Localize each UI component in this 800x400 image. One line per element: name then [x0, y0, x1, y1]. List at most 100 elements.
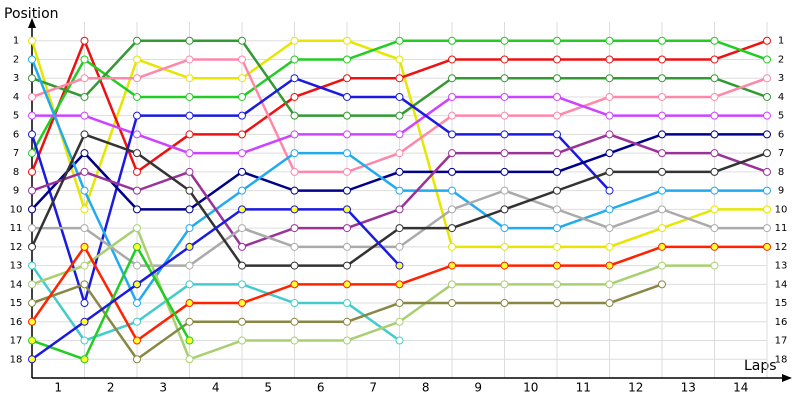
- y-tick-label: 12: [10, 242, 23, 253]
- point-marker: [395, 336, 404, 345]
- y-tick-label: 15: [10, 298, 23, 309]
- y-tick-label-right: 17: [775, 336, 788, 347]
- point-marker: [28, 186, 36, 195]
- point-marker: [553, 55, 561, 64]
- point-marker: [710, 55, 719, 64]
- point-marker: [343, 336, 351, 345]
- point-marker: [763, 36, 771, 45]
- point-marker: [658, 242, 666, 251]
- point-marker: [710, 167, 719, 176]
- point-marker: [710, 205, 719, 214]
- point-marker: [185, 280, 194, 289]
- point-marker: [553, 280, 561, 289]
- point-marker: [710, 186, 719, 195]
- point-marker: [448, 92, 456, 101]
- y-tick-label: 18: [10, 354, 23, 365]
- point-marker: [658, 130, 666, 139]
- point-marker: [343, 149, 351, 158]
- point-marker: [133, 317, 141, 326]
- y-tick-label: 7: [13, 148, 19, 159]
- point-marker: [133, 336, 141, 345]
- point-marker: [133, 186, 141, 195]
- point-marker: [185, 111, 194, 120]
- y-tick-label: 17: [10, 336, 23, 347]
- y-tick-label-right: 15: [775, 298, 788, 309]
- x-tick-label: 2: [107, 381, 115, 395]
- point-marker: [763, 92, 771, 101]
- point-marker: [80, 336, 89, 345]
- point-marker: [80, 149, 89, 158]
- point-marker: [290, 36, 299, 45]
- point-marker: [553, 224, 561, 233]
- point-marker: [238, 111, 246, 120]
- y-tick-label: 1: [13, 36, 19, 47]
- point-marker: [553, 92, 561, 101]
- y-tick-label: 16: [10, 317, 23, 328]
- point-marker: [238, 74, 246, 83]
- point-marker: [343, 205, 351, 214]
- point-marker: [290, 299, 299, 308]
- point-marker: [343, 280, 351, 289]
- point-marker: [395, 130, 404, 139]
- point-marker: [605, 261, 614, 270]
- point-marker: [553, 299, 561, 308]
- point-marker: [395, 74, 404, 83]
- point-marker: [133, 280, 141, 289]
- point-marker: [238, 261, 246, 270]
- point-marker: [395, 36, 404, 45]
- point-marker: [80, 55, 89, 64]
- x-tick-label: 12: [628, 381, 643, 395]
- point-marker: [238, 92, 246, 101]
- point-marker: [80, 242, 89, 251]
- point-marker: [605, 74, 614, 83]
- point-marker: [710, 74, 719, 83]
- point-marker: [710, 242, 719, 251]
- point-marker: [500, 130, 509, 139]
- point-marker: [28, 299, 36, 308]
- point-marker: [185, 205, 194, 214]
- point-marker: [343, 299, 351, 308]
- point-marker: [343, 242, 351, 251]
- point-marker: [185, 149, 194, 158]
- point-marker: [185, 167, 194, 176]
- point-marker: [80, 92, 89, 101]
- point-marker: [133, 92, 141, 101]
- point-marker: [448, 149, 456, 158]
- y-tick-label-right: 16: [775, 317, 788, 328]
- point-marker: [238, 336, 246, 345]
- point-marker: [710, 130, 719, 139]
- point-marker: [448, 242, 456, 251]
- point-marker: [185, 242, 194, 251]
- point-marker: [500, 149, 509, 158]
- y-tick-label-right: 12: [775, 242, 788, 253]
- point-marker: [448, 205, 456, 214]
- point-marker: [605, 242, 614, 251]
- point-marker: [80, 299, 89, 308]
- x-tick-label: 1: [54, 381, 62, 395]
- point-marker: [290, 224, 299, 233]
- point-marker: [395, 242, 404, 251]
- point-marker: [185, 74, 194, 83]
- point-marker: [290, 74, 299, 83]
- point-marker: [28, 242, 36, 251]
- point-marker: [605, 167, 614, 176]
- point-marker: [763, 167, 771, 176]
- point-marker: [605, 280, 614, 289]
- point-marker: [133, 224, 141, 233]
- y-tick-label: 2: [13, 54, 19, 65]
- point-marker: [80, 186, 89, 195]
- point-marker: [343, 111, 351, 120]
- series-line: [31, 226, 715, 361]
- x-tick-label: 8: [422, 381, 430, 395]
- y-tick-label-right: 9: [778, 186, 784, 197]
- y-tick-label: 10: [10, 204, 23, 215]
- point-marker: [763, 242, 771, 251]
- series-line: [30, 76, 611, 305]
- point-marker: [553, 186, 561, 195]
- point-marker: [710, 36, 719, 45]
- point-marker: [605, 130, 614, 139]
- point-marker: [185, 261, 194, 270]
- point-marker: [28, 74, 36, 83]
- point-marker: [133, 242, 141, 251]
- y-tick-label-right: 14: [775, 279, 788, 290]
